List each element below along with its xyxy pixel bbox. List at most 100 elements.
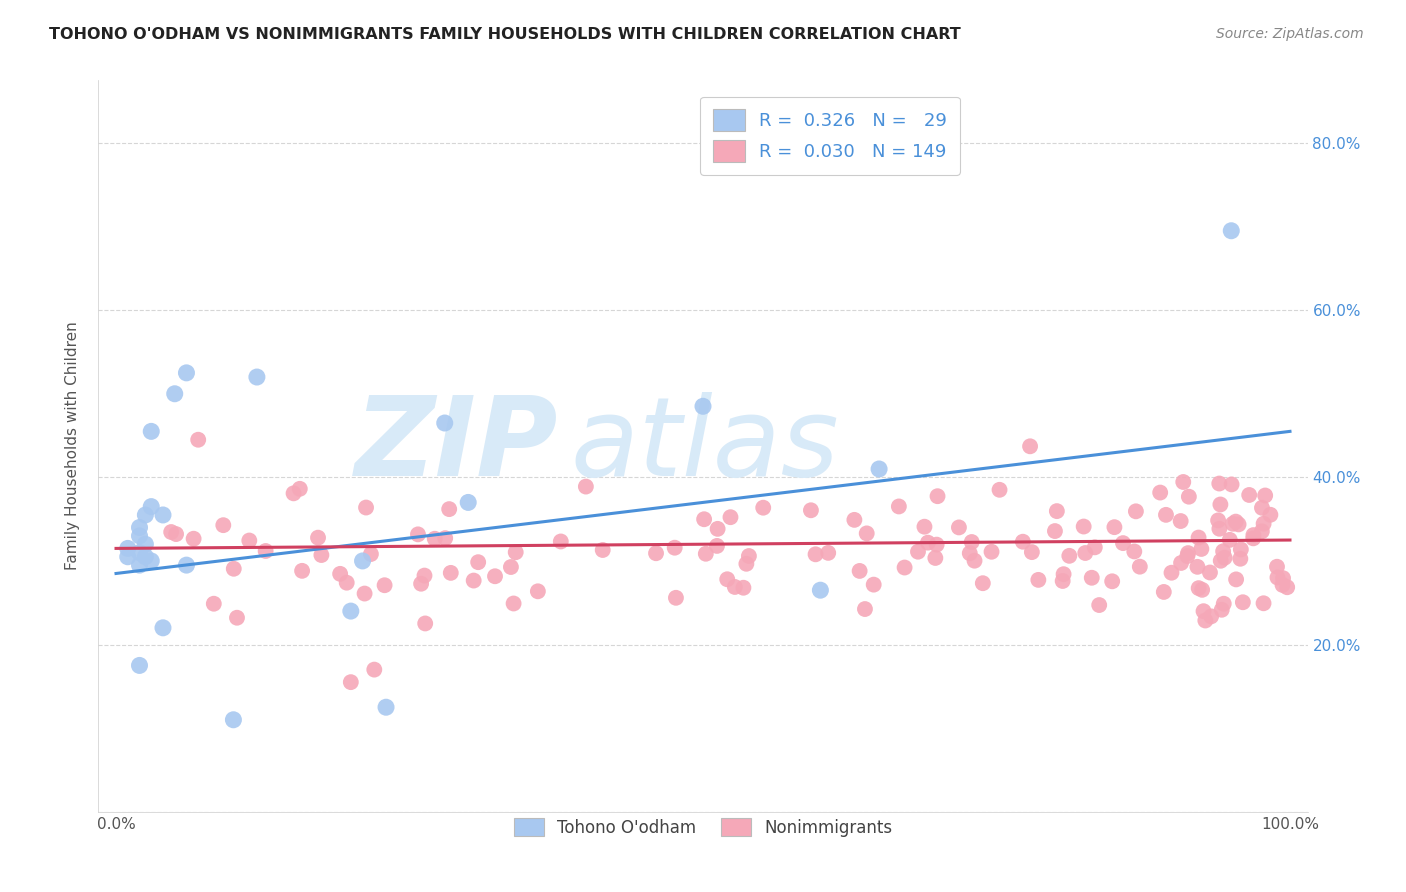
Point <box>336 575 359 590</box>
Point <box>927 489 949 503</box>
Point <box>363 663 385 677</box>
Point <box>1187 531 1209 545</box>
Point <box>862 577 884 591</box>
Point <box>463 574 485 588</box>
Point <box>706 522 728 536</box>
Point <box>413 616 436 631</box>
Point <box>1199 609 1222 624</box>
Point <box>665 591 688 605</box>
Point <box>1177 546 1199 560</box>
Point <box>917 535 939 549</box>
Point <box>907 545 929 559</box>
Point <box>1101 574 1123 589</box>
Point <box>1125 504 1147 518</box>
Point <box>692 399 714 413</box>
Point <box>1219 533 1241 547</box>
Point <box>1188 581 1211 595</box>
Point <box>1088 598 1111 612</box>
Point <box>868 462 890 476</box>
Point <box>720 510 742 524</box>
Point <box>1052 574 1074 588</box>
Point <box>693 512 716 526</box>
Point <box>735 557 758 571</box>
Point <box>141 425 163 439</box>
Point <box>1272 571 1295 585</box>
Point <box>948 520 970 534</box>
Point <box>283 486 305 500</box>
Point <box>893 560 915 574</box>
Point <box>592 543 614 558</box>
Point <box>1267 570 1289 584</box>
Point <box>152 621 174 635</box>
Point <box>1177 549 1199 563</box>
Point <box>804 547 827 561</box>
Point <box>887 500 910 514</box>
Point <box>1074 546 1097 560</box>
Point <box>134 508 156 522</box>
Point <box>1225 515 1247 529</box>
Point <box>212 518 235 533</box>
Point <box>222 713 245 727</box>
Point <box>550 534 572 549</box>
Point <box>163 386 186 401</box>
Point <box>413 568 436 582</box>
Point <box>1194 614 1216 628</box>
Point <box>134 537 156 551</box>
Point <box>855 526 877 541</box>
Point <box>1191 582 1213 597</box>
Point <box>1052 567 1074 582</box>
Point <box>980 545 1002 559</box>
Point <box>1208 522 1230 536</box>
Point <box>433 416 456 430</box>
Point <box>411 576 433 591</box>
Point <box>307 531 329 545</box>
Point <box>499 560 522 574</box>
Point <box>406 527 429 541</box>
Point <box>141 554 163 568</box>
Point <box>128 558 150 573</box>
Point <box>848 564 870 578</box>
Point <box>467 555 489 569</box>
Point <box>1241 528 1264 542</box>
Point <box>960 535 983 549</box>
Text: ZIP: ZIP <box>354 392 558 500</box>
Point <box>1160 566 1182 580</box>
Point <box>375 700 398 714</box>
Point <box>1208 476 1230 491</box>
Point <box>645 546 668 560</box>
Point <box>853 602 876 616</box>
Point <box>1209 554 1232 568</box>
Point <box>1012 534 1035 549</box>
Point <box>440 566 463 580</box>
Point <box>1220 224 1243 238</box>
Point <box>128 545 150 559</box>
Point <box>176 558 198 573</box>
Point <box>1084 541 1107 555</box>
Point <box>1112 536 1135 550</box>
Text: atlas: atlas <box>569 392 838 500</box>
Point <box>1059 549 1081 563</box>
Point <box>1230 542 1253 557</box>
Point <box>1271 578 1294 592</box>
Point <box>1129 559 1152 574</box>
Text: Source: ZipAtlas.com: Source: ZipAtlas.com <box>1216 27 1364 41</box>
Point <box>1170 556 1192 570</box>
Point <box>1028 573 1050 587</box>
Point <box>925 538 948 552</box>
Point <box>128 529 150 543</box>
Point <box>1043 524 1066 538</box>
Point <box>160 524 183 539</box>
Point <box>288 482 311 496</box>
Point <box>959 546 981 560</box>
Point <box>914 519 936 533</box>
Point <box>329 566 352 581</box>
Point <box>505 545 527 559</box>
Point <box>1170 514 1192 528</box>
Point <box>1232 595 1254 609</box>
Text: TOHONO O'ODHAM VS NONIMMIGRANTS FAMILY HOUSEHOLDS WITH CHILDREN CORRELATION CHAR: TOHONO O'ODHAM VS NONIMMIGRANTS FAMILY H… <box>49 27 960 42</box>
Point <box>1149 485 1171 500</box>
Point <box>187 433 209 447</box>
Point <box>502 597 524 611</box>
Point <box>291 564 314 578</box>
Point <box>1237 488 1260 502</box>
